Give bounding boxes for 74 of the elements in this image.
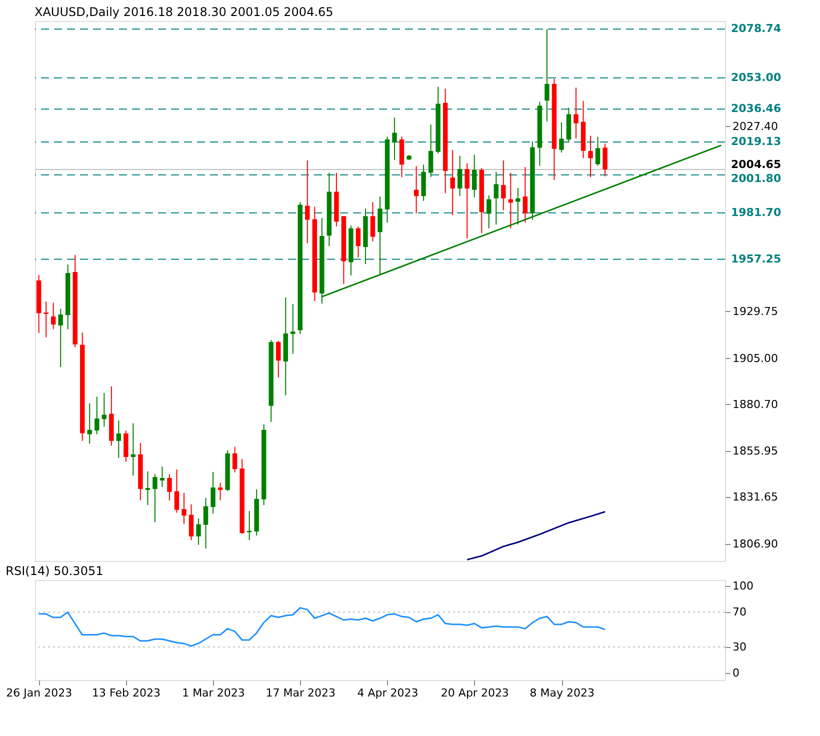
candlestick xyxy=(559,122,564,153)
y-tick-label: 2027.40 xyxy=(732,120,778,133)
y-tick-label: 1806.90 xyxy=(732,538,778,551)
candlestick xyxy=(152,474,158,523)
candlestick xyxy=(124,430,128,462)
x-tick-label: 8 May 2023 xyxy=(530,686,594,700)
candlestick xyxy=(174,468,180,514)
ref-line-label: 1981.70 xyxy=(731,206,782,219)
candlestick xyxy=(464,162,470,240)
ref-line-label: 2001.80 xyxy=(731,172,782,186)
y-tick-label: 100 xyxy=(732,580,754,593)
candlestick xyxy=(486,195,492,229)
candlestick xyxy=(516,187,520,225)
chart-title: XAUUSD,Daily 2016.18 2018.30 2001.05 2004.65 xyxy=(34,5,334,19)
candlestick xyxy=(574,87,578,139)
candlestick xyxy=(305,160,310,244)
ref-line-label: 2036.46 xyxy=(731,102,782,116)
x-tick-label: 17 Mar 2023 xyxy=(266,686,336,700)
y-tick-label: 1929.75 xyxy=(732,304,778,318)
candlestick xyxy=(167,474,172,501)
candlestick xyxy=(196,518,201,546)
y-tick-label: 70 xyxy=(732,606,746,619)
candlestick xyxy=(595,136,600,166)
ref-line-label: 2078.74 xyxy=(731,22,782,36)
candlestick xyxy=(356,226,361,258)
candlestick xyxy=(188,504,194,541)
candlestick xyxy=(544,28,550,122)
y-tick-label: 0 xyxy=(732,666,740,680)
candlestick xyxy=(602,143,608,177)
candlestick xyxy=(210,471,216,514)
chart-title: RSI(14) 50.3051 xyxy=(6,564,104,578)
candlestick xyxy=(276,340,281,378)
y-tick-label: 30 xyxy=(732,640,746,654)
line-series xyxy=(466,510,606,560)
candlestick xyxy=(102,392,107,428)
x-tick-label: 20 Apr 2023 xyxy=(440,686,509,700)
candlestick xyxy=(370,202,376,242)
line-series xyxy=(38,607,606,647)
candlestick xyxy=(58,308,63,368)
ref-line-label: 1957.25 xyxy=(731,252,782,266)
candlestick xyxy=(94,396,100,435)
candlestick xyxy=(414,166,419,214)
x-tick-label: 4 Apr 2023 xyxy=(357,686,418,700)
y-tick-label: 1880.70 xyxy=(732,398,778,411)
x-tick-label: 1 Mar 2023 xyxy=(182,686,245,700)
candlestick xyxy=(522,166,528,224)
x-tick-label: 13 Feb 2023 xyxy=(92,686,161,700)
candlestick xyxy=(160,466,165,488)
candlestick xyxy=(392,117,397,160)
ref-line-label: 2004.65 xyxy=(731,158,782,172)
candlestick xyxy=(218,482,223,501)
ref-line-label: 2053.00 xyxy=(731,70,782,84)
candlestick xyxy=(145,470,150,506)
candlestick xyxy=(232,446,238,473)
candlestick xyxy=(182,492,186,525)
candlestick xyxy=(588,135,593,178)
candlestick xyxy=(44,301,48,338)
y-tick-label: 1831.65 xyxy=(732,490,778,504)
candlestick xyxy=(428,124,434,178)
candlestick xyxy=(494,171,499,225)
y-tick-label: 1855.95 xyxy=(732,444,778,458)
candlestick xyxy=(501,160,506,211)
candlestick xyxy=(116,420,122,458)
y-tick-label: 1905.00 xyxy=(732,352,778,365)
candlestick xyxy=(472,154,477,198)
x-tick-label: 26 Jan 2023 xyxy=(6,686,72,700)
candlestick xyxy=(203,497,208,549)
candlestick xyxy=(378,196,382,276)
ref-line-label: 2019.13 xyxy=(731,135,782,148)
candlestick xyxy=(130,422,136,476)
candlestick xyxy=(50,302,56,330)
candlestick xyxy=(457,155,462,197)
candlestick xyxy=(450,150,455,216)
candlestick xyxy=(290,304,296,354)
